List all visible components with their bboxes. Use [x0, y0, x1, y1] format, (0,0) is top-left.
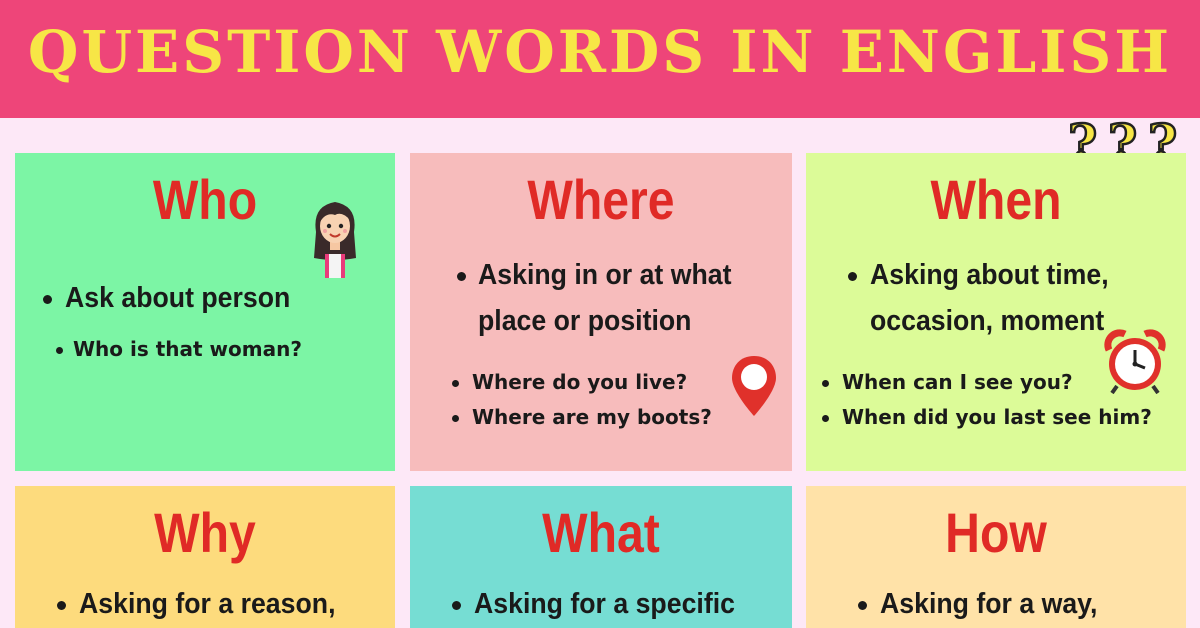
card-how-desc-line-1: Asking for a way, [880, 588, 1098, 620]
card-where-desc-line-2: place or position [478, 305, 692, 337]
card-when-title: When [930, 168, 1062, 231]
bullet [452, 380, 459, 387]
card-what: What Asking for a specific [410, 486, 792, 628]
alarm-clock-icon [1104, 329, 1166, 394]
card-why: Why Asking for a reason, [15, 486, 395, 628]
title-banner: QUESTION WORDS IN ENGLISH [0, 0, 1200, 118]
card-how-title: How [945, 501, 1047, 564]
card-when-example-2: When did you last see him? [842, 405, 1152, 429]
bullet [858, 601, 867, 610]
bullet [822, 380, 829, 387]
card-what-title: What [542, 501, 660, 564]
bullet [43, 295, 52, 304]
card-when-desc-line-1: Asking about time, [870, 259, 1109, 291]
bullet [57, 601, 66, 610]
card-where-title: Where [527, 168, 675, 231]
bullet [452, 601, 461, 610]
card-who-example-1: Who is that woman? [73, 337, 302, 361]
card-where-example-1: Where do you live? [472, 370, 688, 394]
woman-icon [314, 202, 356, 278]
card-why-desc-line-1: Asking for a reason, [79, 588, 336, 620]
card-where-example-2: Where are my boots? [472, 405, 712, 429]
bullet [457, 272, 466, 281]
card-who-desc-line-1: Ask about person [65, 282, 291, 314]
map-pin-icon [732, 356, 776, 416]
bullet [848, 272, 857, 281]
bullet [56, 347, 63, 354]
card-where-desc-line-1: Asking in or at what [478, 259, 732, 291]
page-title: QUESTION WORDS IN ENGLISH [27, 18, 1173, 86]
card-when-example-1: When can I see you? [842, 370, 1073, 394]
card-who: Who Ask about person Who is that woman? [15, 153, 395, 471]
card-how: How Asking for a way, [806, 486, 1186, 628]
card-who-title: Who [152, 168, 258, 231]
card-when-desc-line-2: occasion, moment [870, 305, 1105, 337]
card-what-desc-line-1: Asking for a specific [474, 588, 735, 620]
card-where: Where Asking in or at what place or posi… [410, 153, 792, 471]
bullet [822, 415, 829, 422]
card-when: When Asking about time, occasion, moment… [806, 153, 1186, 471]
card-why-title: Why [154, 501, 256, 564]
bullet [452, 415, 459, 422]
